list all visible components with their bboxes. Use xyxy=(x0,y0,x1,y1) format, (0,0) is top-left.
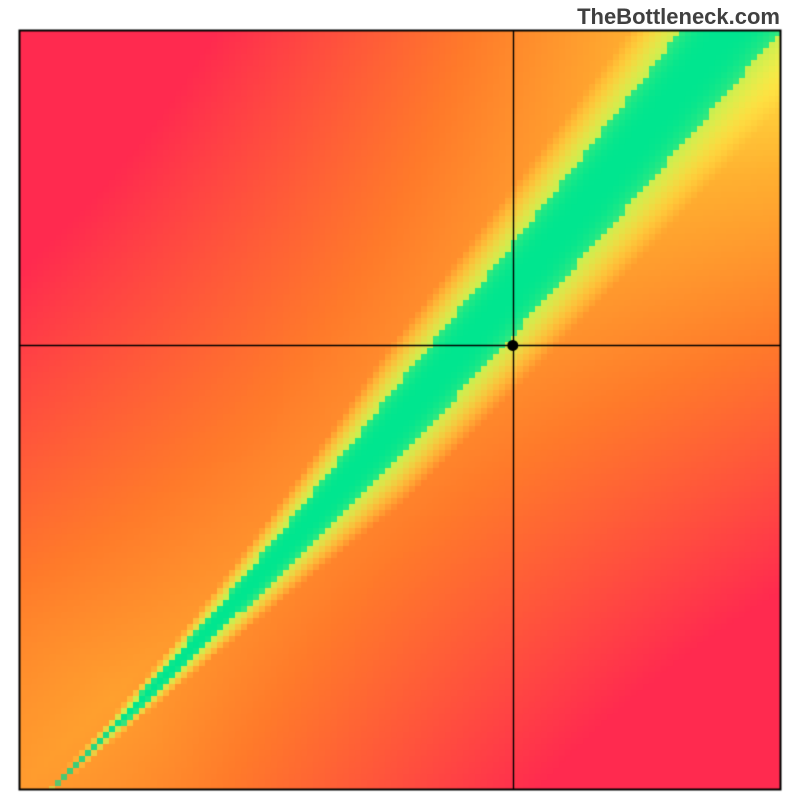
heatmap-canvas xyxy=(0,0,800,800)
watermark-text: TheBottleneck.com xyxy=(577,4,780,30)
chart-container: TheBottleneck.com xyxy=(0,0,800,800)
